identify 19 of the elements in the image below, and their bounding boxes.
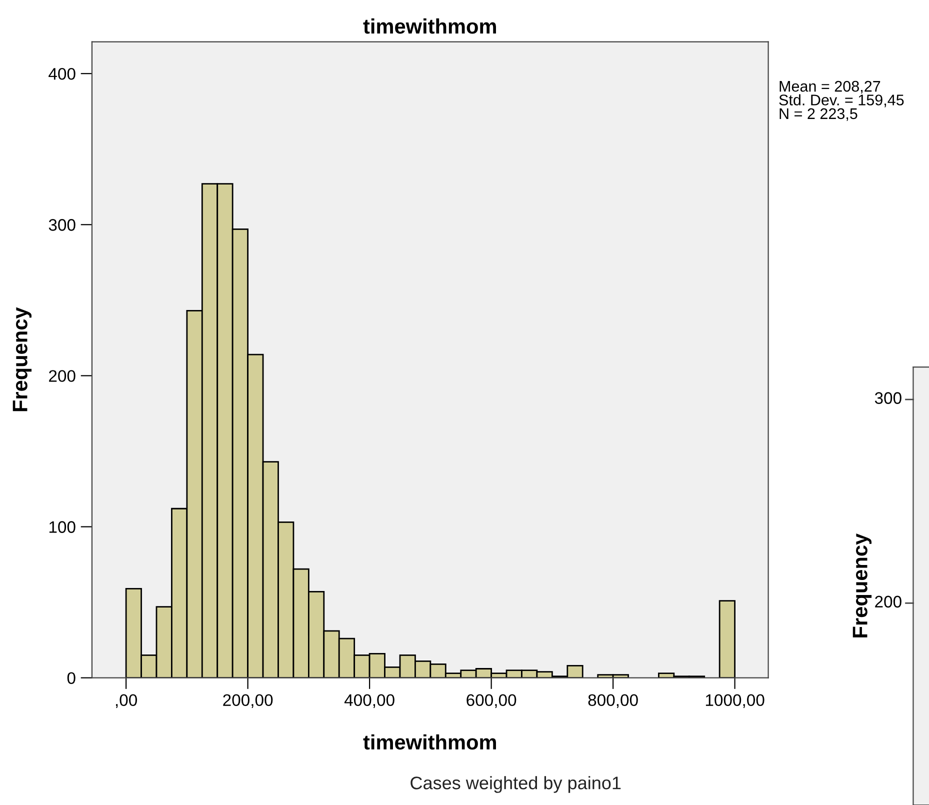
text: 300 bbox=[874, 392, 902, 404]
y-tick-label: 400 bbox=[48, 68, 76, 80]
x-tick-label: 600,00 bbox=[466, 694, 516, 708]
x-tick-label: 800,00 bbox=[588, 694, 638, 708]
x-tick-label: 1000,00 bbox=[706, 694, 764, 708]
y-tick-label: 300 bbox=[48, 219, 76, 231]
y-tick-label: 100 bbox=[49, 521, 76, 533]
text: 200 bbox=[875, 596, 902, 608]
x-tick-label: 400,00 bbox=[344, 694, 394, 708]
y-axis-title: Frequency bbox=[12, 307, 32, 412]
x-tick-label: 200,00 bbox=[223, 694, 273, 708]
x-axis-title: timewithmom bbox=[363, 734, 496, 750]
y-tick-label: 0 bbox=[67, 672, 76, 684]
text: Mean = 208,27 Std. Dev. = 159,45 N = 2 223,5 bbox=[779, 80, 904, 121]
x-tick-label: ,00 bbox=[116, 694, 137, 708]
text: Cases weighted by paino1 bbox=[410, 776, 621, 793]
y-tick-label: 200 bbox=[49, 370, 76, 382]
text: Frequency bbox=[852, 533, 872, 638]
chart-title: timewithmom bbox=[363, 18, 496, 34]
